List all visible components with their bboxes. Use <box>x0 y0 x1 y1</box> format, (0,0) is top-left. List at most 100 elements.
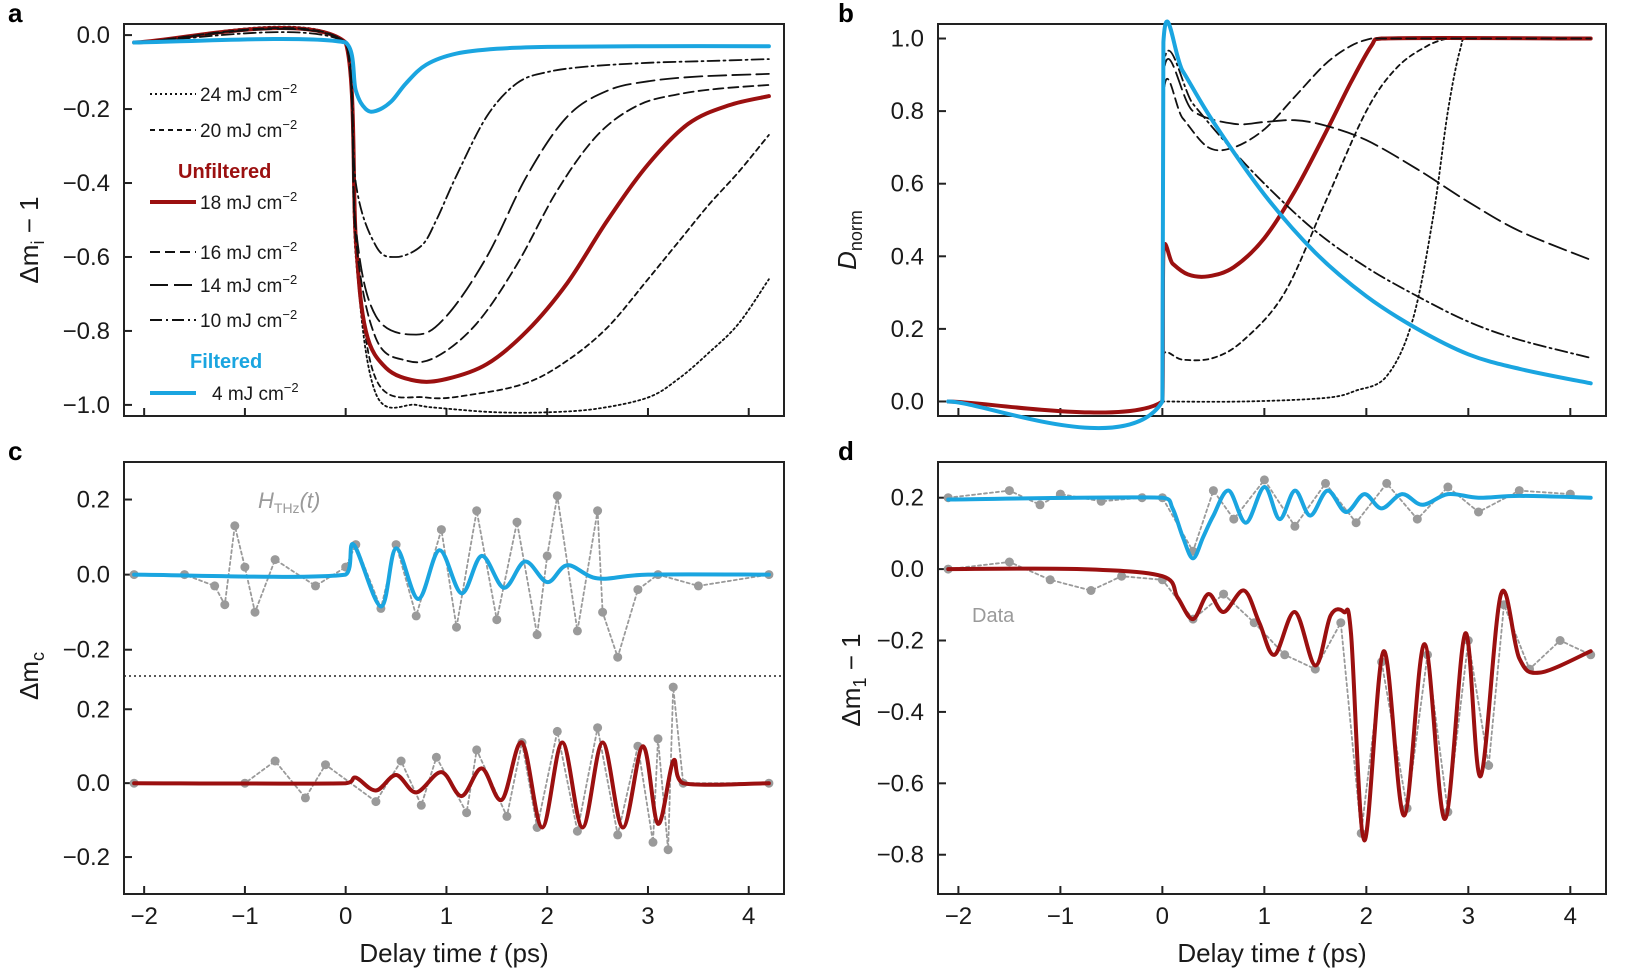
series-line-c-top-fit <box>132 542 771 609</box>
panel-d-x-ticks: −2 −1 0 1 2 3 4 <box>945 886 1577 930</box>
series-line-b-3 <box>1161 37 1592 403</box>
series-line-c-bottom-fit <box>132 740 771 830</box>
legend-entry-4: 4 mJ cm−2 <box>212 380 299 405</box>
data-point-c-top-data-15 <box>452 622 461 632</box>
panel-d-series <box>943 475 1596 843</box>
series-line-d-filtered-fit <box>946 485 1593 561</box>
panel-a: a 0.0 −0.2 −0.4 −0.6 −0.8 −1.0 Δmi − 1 24 mJ … <box>8 0 785 419</box>
panel-b-y-ticks: 0.0 0.2 0.4 0.6 0.8 1.0 <box>891 26 946 415</box>
series-line-b-5 <box>1161 49 1592 403</box>
legend: 24 mJ cm−2 20 mJ cm−2 Unfiltered 18 mJ c… <box>150 81 299 405</box>
series-line-d-filtered-data <box>947 479 1572 553</box>
data-point-c-bottom-data-21 <box>663 845 673 855</box>
d-xtick-label-5: 3 <box>1462 903 1475 930</box>
legend-unfiltered-heading: Unfiltered <box>178 161 271 183</box>
series-line-a-6 <box>132 36 771 114</box>
data-point-d-unfiltered-data-4 <box>1117 571 1127 581</box>
panel-d-data-annotation: Data <box>972 605 1015 627</box>
data-point-c-top-data-22 <box>572 626 582 636</box>
series-line-b-6 <box>946 19 1593 431</box>
data-point-c-bottom-data-16 <box>593 723 603 733</box>
data-point-c-bottom-data-15 <box>572 826 582 836</box>
panel-d-x-axis-title: Delay time t (ps) <box>1177 938 1366 968</box>
d-xtick-label-0: −2 <box>945 903 972 930</box>
data-point-c-top-data-26 <box>633 585 643 595</box>
c-xtick-label-5: 3 <box>641 903 654 930</box>
d-ytick-label-2: −0.2 <box>877 628 924 655</box>
data-point-c-bottom-data-5 <box>371 797 381 807</box>
data-point-c-top-data-6 <box>250 607 260 617</box>
data-point-d-filtered-data-15 <box>1412 514 1422 524</box>
data-point-c-bottom-data-20 <box>653 734 663 744</box>
panel-a-label: a <box>8 0 23 28</box>
data-point-d-unfiltered-data-2 <box>1045 575 1055 585</box>
panel-c-x-axis-title: Delay time t (ps) <box>359 938 548 968</box>
series-line-b-4 <box>1161 57 1592 403</box>
c-xtick-label-0: −2 <box>130 903 157 930</box>
a-ytick-label-3: −0.6 <box>63 244 110 271</box>
d-xtick-label-3: 1 <box>1258 903 1271 930</box>
data-point-c-top-data-12 <box>391 540 401 550</box>
data-point-c-top-data-13 <box>411 611 421 621</box>
c-bottom-ytick-label-0: 0.2 <box>77 696 110 723</box>
legend-entry-14: 14 mJ cm−2 <box>200 272 297 297</box>
series-line-c-top-data <box>133 494 770 659</box>
data-point-d-filtered-data-17 <box>1474 507 1483 517</box>
data-point-d-unfiltered-data-11 <box>1336 618 1346 628</box>
data-point-c-bottom-data-7 <box>416 800 426 810</box>
d-xtick-label-6: 4 <box>1564 903 1577 930</box>
b-ytick-label-5: 1.0 <box>891 26 924 53</box>
legend-entry-20: 20 mJ cm−2 <box>200 117 297 142</box>
a-ytick-label-4: −0.8 <box>63 318 110 345</box>
c-top-ytick-label-1: 0.0 <box>77 562 110 589</box>
panel-d-frame <box>937 461 1607 895</box>
data-point-d-unfiltered-data-9 <box>1280 650 1290 660</box>
data-point-c-bottom-data-10 <box>472 745 482 755</box>
d-ytick-label-1: 0.0 <box>891 556 924 583</box>
a-ytick-label-2: −0.4 <box>63 170 110 197</box>
d-ytick-label-3: −0.4 <box>877 699 924 726</box>
data-point-d-filtered-data-8 <box>1208 486 1218 496</box>
d-ytick-label-0: 0.2 <box>891 485 924 512</box>
data-point-c-bottom-data-6 <box>396 756 406 766</box>
data-point-d-filtered-data-12 <box>1321 478 1330 488</box>
panel-b-frame <box>937 23 1607 417</box>
data-point-d-filtered-data-18 <box>1514 486 1524 496</box>
panel-d: d 0.2 0.0 −0.2 −0.4 −0.6 −0.8 −2 −1 0 1 2 3 4 Δm1 −… <box>836 436 1607 968</box>
data-point-d-filtered-data-14 <box>1382 478 1392 488</box>
panel-c: c 0.2 0.0 −0.2 0.2 0.0 −0.2 −2 −1 0 1 2 3 4 Δmc HTH… <box>8 436 785 968</box>
data-point-c-top-data-21 <box>552 491 562 501</box>
d-xtick-label-1: −1 <box>1047 903 1074 930</box>
data-point-d-unfiltered-data-10 <box>1310 664 1320 674</box>
data-point-c-top-data-28 <box>693 581 703 591</box>
data-point-d-filtered-data-13 <box>1351 518 1361 528</box>
a-ytick-label-1: −0.2 <box>63 96 110 123</box>
series-line-d-unfiltered-fit <box>946 566 1593 843</box>
c-top-ytick-label-0: 0.2 <box>77 487 110 514</box>
b-ytick-label-1: 0.2 <box>891 316 924 343</box>
data-point-c-top-data-8 <box>311 581 320 591</box>
panel-c-hthz-annotation: HTHz(t) <box>258 488 320 516</box>
data-point-c-bottom-data-4 <box>321 760 330 770</box>
data-point-c-top-data-25 <box>613 652 623 662</box>
c-xtick-label-2: 0 <box>339 903 352 930</box>
b-ytick-label-3: 0.6 <box>891 171 924 198</box>
b-ytick-label-4: 0.8 <box>891 98 924 125</box>
data-point-c-top-data-4 <box>230 521 240 531</box>
data-point-c-bottom-data-22 <box>668 682 678 692</box>
data-point-d-filtered-data-1 <box>1004 486 1014 496</box>
panel-a-frame <box>123 23 785 417</box>
data-point-d-filtered-data-9 <box>1229 514 1239 524</box>
c-bottom-ytick-label-2: −0.2 <box>63 844 110 871</box>
panel-c-y-axis-title: Δmc <box>14 652 48 700</box>
data-point-c-top-data-5 <box>240 562 250 572</box>
panel-b-series <box>946 19 1593 431</box>
data-point-c-top-data-2 <box>210 581 220 591</box>
panel-c-x-ticks: −2 −1 0 1 2 3 4 <box>130 886 755 930</box>
data-point-c-bottom-data-2 <box>270 756 280 766</box>
series-line-b-2 <box>946 35 1593 415</box>
data-point-c-bottom-data-17 <box>613 830 623 840</box>
panel-d-label: d <box>838 436 854 466</box>
panel-c-y-ticks: 0.2 0.0 −0.2 0.2 0.0 −0.2 <box>63 487 132 871</box>
b-ytick-label-0: 0.0 <box>891 388 924 415</box>
